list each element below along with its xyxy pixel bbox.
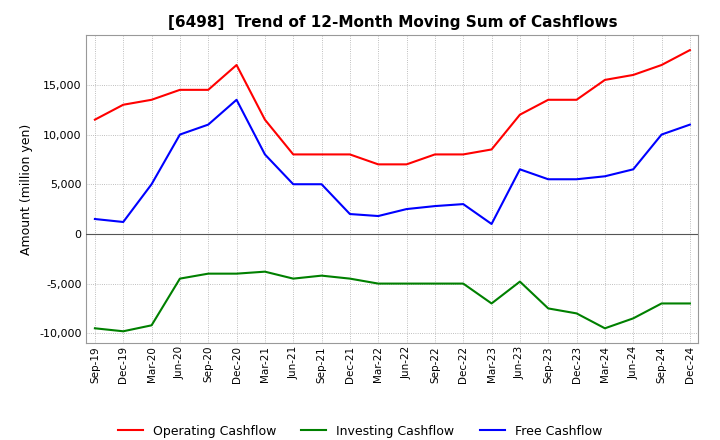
Operating Cashflow	[261, 117, 269, 122]
Investing Cashflow	[544, 306, 552, 311]
Operating Cashflow	[516, 112, 524, 117]
Line: Operating Cashflow: Operating Cashflow	[95, 50, 690, 165]
Free Cashflow	[91, 216, 99, 222]
Investing Cashflow	[289, 276, 297, 281]
Legend: Operating Cashflow, Investing Cashflow, Free Cashflow: Operating Cashflow, Investing Cashflow, …	[113, 420, 607, 440]
Operating Cashflow	[459, 152, 467, 157]
Operating Cashflow	[657, 62, 666, 68]
Free Cashflow	[629, 167, 637, 172]
Operating Cashflow	[176, 87, 184, 92]
Free Cashflow	[289, 182, 297, 187]
Operating Cashflow	[572, 97, 581, 103]
Investing Cashflow	[346, 276, 354, 281]
Free Cashflow	[346, 211, 354, 216]
Investing Cashflow	[657, 301, 666, 306]
Operating Cashflow	[346, 152, 354, 157]
Free Cashflow	[374, 213, 382, 219]
Free Cashflow	[176, 132, 184, 137]
Investing Cashflow	[318, 273, 326, 278]
Operating Cashflow	[233, 62, 241, 68]
Free Cashflow	[261, 152, 269, 157]
Free Cashflow	[544, 176, 552, 182]
Investing Cashflow	[402, 281, 411, 286]
Investing Cashflow	[91, 326, 99, 331]
Line: Investing Cashflow: Investing Cashflow	[95, 271, 690, 331]
Investing Cashflow	[487, 301, 496, 306]
Operating Cashflow	[600, 77, 609, 83]
Operating Cashflow	[374, 162, 382, 167]
Investing Cashflow	[685, 301, 694, 306]
Investing Cashflow	[431, 281, 439, 286]
Operating Cashflow	[544, 97, 552, 103]
Free Cashflow	[487, 221, 496, 227]
Investing Cashflow	[148, 323, 156, 328]
Operating Cashflow	[204, 87, 212, 92]
Investing Cashflow	[233, 271, 241, 276]
Operating Cashflow	[685, 48, 694, 53]
Operating Cashflow	[431, 152, 439, 157]
Free Cashflow	[233, 97, 241, 103]
Investing Cashflow	[204, 271, 212, 276]
Title: [6498]  Trend of 12-Month Moving Sum of Cashflows: [6498] Trend of 12-Month Moving Sum of C…	[168, 15, 617, 30]
Investing Cashflow	[572, 311, 581, 316]
Investing Cashflow	[629, 316, 637, 321]
Free Cashflow	[572, 176, 581, 182]
Operating Cashflow	[148, 97, 156, 103]
Investing Cashflow	[374, 281, 382, 286]
Free Cashflow	[600, 174, 609, 179]
Line: Free Cashflow: Free Cashflow	[95, 100, 690, 224]
Investing Cashflow	[176, 276, 184, 281]
Investing Cashflow	[516, 279, 524, 284]
Free Cashflow	[431, 203, 439, 209]
Free Cashflow	[459, 202, 467, 207]
Investing Cashflow	[261, 269, 269, 274]
Operating Cashflow	[629, 72, 637, 77]
Operating Cashflow	[487, 147, 496, 152]
Free Cashflow	[685, 122, 694, 127]
Investing Cashflow	[600, 326, 609, 331]
Free Cashflow	[516, 167, 524, 172]
Investing Cashflow	[459, 281, 467, 286]
Operating Cashflow	[119, 102, 127, 107]
Free Cashflow	[318, 182, 326, 187]
Free Cashflow	[657, 132, 666, 137]
Free Cashflow	[204, 122, 212, 127]
Operating Cashflow	[318, 152, 326, 157]
Free Cashflow	[402, 206, 411, 212]
Y-axis label: Amount (million yen): Amount (million yen)	[20, 124, 34, 255]
Operating Cashflow	[402, 162, 411, 167]
Free Cashflow	[119, 220, 127, 225]
Free Cashflow	[148, 182, 156, 187]
Operating Cashflow	[289, 152, 297, 157]
Operating Cashflow	[91, 117, 99, 122]
Investing Cashflow	[119, 329, 127, 334]
